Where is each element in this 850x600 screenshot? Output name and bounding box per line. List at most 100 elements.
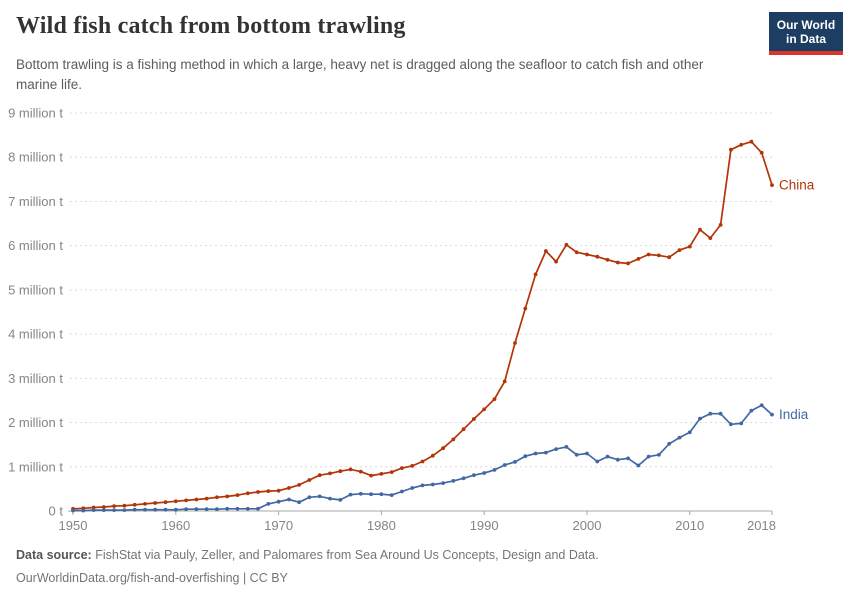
data-point-india (677, 435, 682, 440)
data-point-china (770, 183, 774, 188)
y-tick-label: 9 million t (8, 106, 63, 121)
data-point-china (132, 502, 137, 507)
data-point-china (91, 505, 96, 510)
data-point-china (749, 139, 754, 144)
data-point-india (122, 508, 127, 512)
license-text: | CC BY (239, 571, 288, 585)
data-point-china (328, 471, 332, 476)
series-label-china[interactable]: China (779, 178, 815, 193)
data-point-india (204, 507, 209, 512)
data-point-china (482, 407, 487, 412)
data-source-text: FishStat via Pauly, Zeller, and Palomare… (91, 548, 599, 562)
data-point-china (225, 494, 230, 499)
x-tick-label: 1980 (367, 518, 396, 533)
owid-url-link[interactable]: OurWorldinData.org/fish-and-overfishing (16, 571, 240, 585)
data-point-india (215, 507, 219, 512)
data-point-china (492, 397, 497, 401)
y-tick-label: 5 million t (8, 282, 63, 297)
y-tick-label: 8 million t (8, 150, 63, 165)
data-point-india (163, 507, 168, 512)
data-point-china (636, 257, 641, 261)
data-point-china (256, 490, 260, 494)
data-point-china (718, 223, 723, 227)
x-tick-label: 2018 (747, 518, 776, 533)
data-point-india (71, 508, 75, 513)
data-point-india (194, 507, 199, 512)
data-point-china (112, 504, 116, 508)
y-tick-label: 3 million t (8, 371, 63, 386)
data-point-china (235, 493, 240, 497)
data-point-india (225, 506, 230, 511)
x-tick-label: 1970 (264, 518, 293, 533)
x-tick-label: 2000 (573, 518, 602, 533)
data-point-india (513, 460, 517, 464)
data-point-india (749, 408, 754, 413)
chart-subtitle: Bottom trawling is a fishing method in w… (16, 57, 704, 92)
data-point-india (410, 486, 415, 490)
data-point-india (451, 479, 456, 483)
data-point-india (379, 492, 384, 497)
owid-logo-line2: in Data (785, 32, 826, 46)
data-point-india (636, 463, 641, 468)
data-point-china (379, 472, 384, 476)
data-point-china (687, 244, 692, 249)
data-point-india (358, 491, 363, 496)
data-point-india (132, 507, 137, 512)
data-point-india (605, 454, 610, 459)
data-point-india (502, 463, 507, 467)
data-point-china (461, 427, 466, 432)
data-point-india (256, 506, 260, 511)
data-point-india (307, 495, 312, 500)
data-point-china (729, 147, 733, 152)
data-point-india (687, 430, 692, 435)
data-point-china (400, 466, 404, 470)
data-point-india (667, 441, 672, 446)
data-point-india (153, 507, 158, 512)
x-tick-label: 2010 (675, 518, 704, 533)
data-point-china (667, 255, 672, 260)
citation-line: OurWorldinData.org/fish-and-overfishing … (16, 567, 599, 590)
y-tick-label: 7 million t (8, 194, 63, 209)
data-point-india (235, 506, 240, 511)
data-point-china (595, 254, 600, 259)
data-point-india (317, 494, 322, 499)
owid-logo[interactable]: Our World in Data (769, 12, 843, 55)
data-point-china (544, 249, 548, 253)
data-point-china (523, 306, 528, 311)
x-tick-label: 1950 (59, 518, 88, 533)
data-point-china (739, 142, 744, 147)
data-point-india (718, 411, 723, 416)
data-point-china (358, 469, 363, 474)
data-point-china (245, 491, 250, 496)
data-point-india (698, 416, 702, 421)
data-point-india (595, 459, 600, 464)
data-point-india (184, 507, 189, 512)
data-point-china (759, 150, 764, 155)
data-point-china (204, 496, 209, 501)
data-point-china (615, 260, 620, 265)
data-point-china (389, 470, 394, 474)
data-point-china (513, 341, 517, 345)
data-point-china (657, 253, 661, 258)
data-point-india (348, 492, 353, 497)
data-point-india (338, 498, 343, 502)
series-label-india[interactable]: India (779, 407, 809, 422)
data-point-china (698, 227, 702, 232)
data-point-india (729, 422, 733, 427)
data-point-india (101, 508, 106, 512)
data-point-china (215, 495, 219, 500)
data-point-china (266, 489, 271, 493)
data-source-line: Data source: FishStat via Pauly, Zeller,… (16, 544, 599, 567)
data-point-china (348, 467, 353, 472)
data-point-china (472, 417, 476, 421)
data-point-china (122, 503, 127, 508)
y-tick-label: 6 million t (8, 238, 63, 253)
data-point-india (533, 451, 538, 456)
data-point-india (770, 412, 774, 417)
data-point-india (245, 506, 250, 511)
data-point-china (307, 478, 312, 482)
data-point-india (657, 452, 661, 457)
data-point-china (420, 459, 425, 464)
y-tick-label: 4 million t (8, 327, 63, 342)
